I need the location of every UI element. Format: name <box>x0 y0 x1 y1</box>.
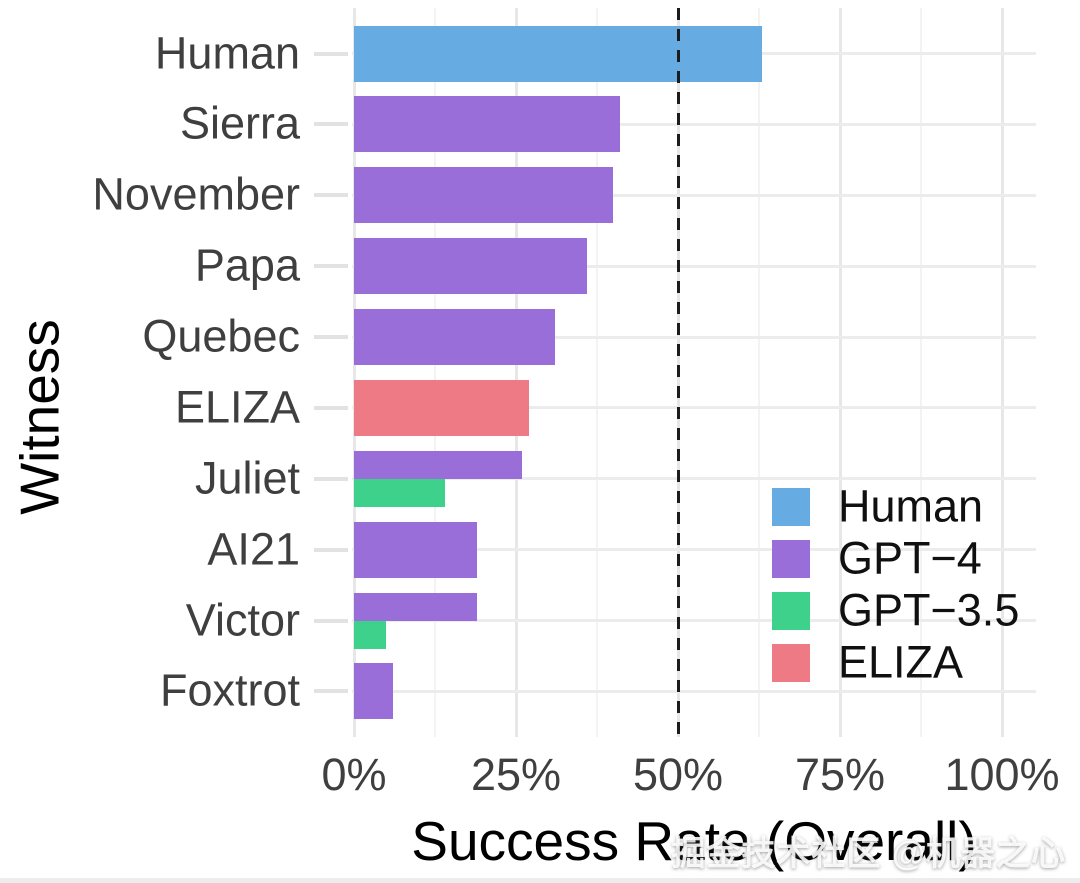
y-tick-label-sierra: Sierra <box>179 97 300 149</box>
bar-papa-gpt4 <box>354 238 588 295</box>
major-gridline <box>1000 8 1004 737</box>
row-gridline <box>352 548 1036 552</box>
y-tick-mark <box>314 689 348 694</box>
row-gridline <box>352 264 1036 268</box>
minor-gridline <box>758 8 760 737</box>
minor-gridline <box>596 8 598 737</box>
plot-panel <box>352 8 1036 737</box>
y-tick-mark <box>314 476 348 481</box>
y-tick-mark <box>314 547 348 552</box>
reference-line-50pct <box>676 8 680 737</box>
bar-juliet-gpt4 <box>354 450 523 479</box>
legend-swatch-gpt4 <box>772 540 810 578</box>
bar-foxtrot-gpt4 <box>354 663 393 720</box>
bar-victor-gpt4 <box>354 592 478 621</box>
y-tick-mark <box>314 193 348 198</box>
x-tick-label-0pct: 0% <box>321 749 387 800</box>
minor-gridline <box>920 8 922 737</box>
minor-gridline <box>434 8 436 737</box>
x-tick-label-50pct: 50% <box>632 749 724 800</box>
y-tick-label-november: November <box>92 168 300 220</box>
row-gridline <box>352 122 1036 126</box>
x-tick-label-100pct: 100% <box>944 749 1060 800</box>
row-gridline <box>352 477 1036 481</box>
bar-sierra-gpt4 <box>354 96 620 153</box>
bar-quebec-gpt4 <box>354 309 555 366</box>
y-tick-label-victor: Victor <box>185 594 300 646</box>
x-tick-label-75pct: 75% <box>794 749 886 800</box>
y-tick-label-eliza: ELIZA <box>174 381 300 433</box>
bar-eliza-eliza <box>354 379 529 436</box>
y-tick-label-papa: Papa <box>194 239 300 291</box>
y-tick-mark <box>314 335 348 340</box>
legend-label-eliza: ELIZA <box>838 636 964 688</box>
y-tick-label-quebec: Quebec <box>142 310 300 362</box>
bar-juliet-gpt3.5 <box>354 478 445 507</box>
watermark: 掘金技术社区 @机器之心 <box>671 835 1066 873</box>
bar-november-gpt4 <box>354 167 614 224</box>
y-tick-mark <box>314 51 348 56</box>
legend-label-gpt4: GPT−4 <box>838 532 982 584</box>
major-gridline <box>352 8 356 737</box>
y-tick-label-juliet: Juliet <box>194 452 300 504</box>
x-axis-title: Success Rate (Overall) <box>411 810 977 872</box>
y-tick-mark <box>314 405 348 410</box>
legend-label-gpt3.5: GPT−3.5 <box>838 584 1020 636</box>
bar-ai21-gpt4 <box>354 521 478 578</box>
y-tick-mark <box>314 264 348 269</box>
y-tick-mark <box>314 122 348 127</box>
row-gridline <box>352 689 1036 693</box>
y-tick-label-ai21: AI21 <box>207 523 300 575</box>
major-gridline <box>514 8 518 737</box>
legend-label-human: Human <box>838 480 984 532</box>
legend-swatch-human <box>772 488 810 526</box>
row-gridline <box>352 406 1036 410</box>
bottom-strip <box>0 878 1080 883</box>
x-tick-label-25pct: 25% <box>470 749 562 800</box>
legend-swatch-gpt3.5 <box>772 592 810 630</box>
y-tick-label-foxtrot: Foxtrot <box>159 665 300 717</box>
row-gridline <box>352 619 1036 623</box>
bar-human-human <box>354 25 763 82</box>
legend-swatch-eliza <box>772 644 810 682</box>
y-tick-label-human: Human <box>154 27 300 79</box>
row-gridline <box>352 193 1036 197</box>
major-gridline <box>838 8 842 737</box>
row-gridline <box>352 335 1036 339</box>
bar-victor-gpt3.5 <box>354 620 387 649</box>
y-tick-mark <box>314 618 348 623</box>
